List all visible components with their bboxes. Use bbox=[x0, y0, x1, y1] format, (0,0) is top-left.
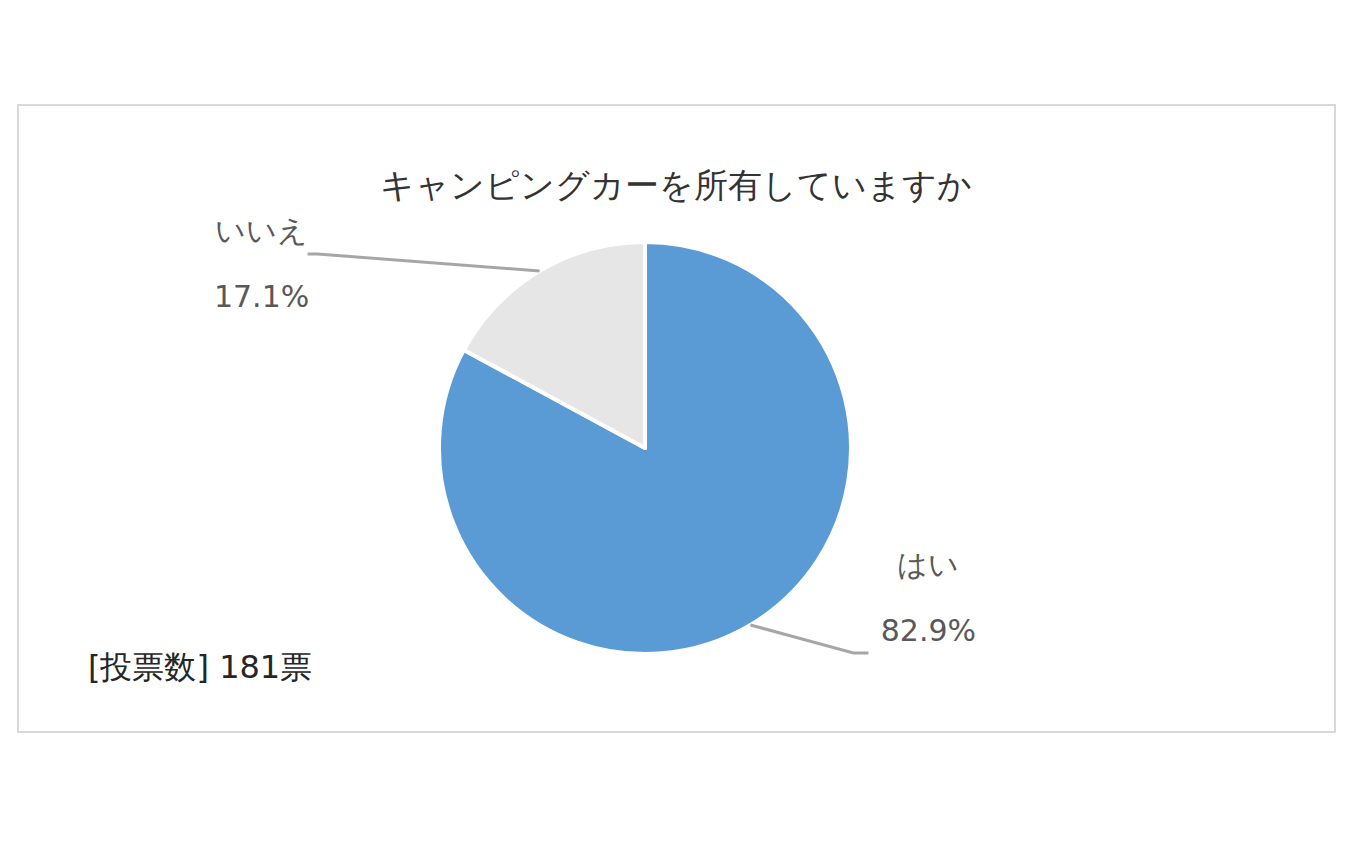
chart: キャンピングカーを所有していますかはい 82.9% いいえ 17.1% [投票数] 18… bbox=[0, 0, 1350, 844]
category-label: はい bbox=[897, 547, 959, 582]
chart-title: キャンピングカーを所有していますか bbox=[380, 165, 972, 205]
chart-frame bbox=[18, 105, 1335, 732]
pie-slice bbox=[464, 242, 645, 448]
leader-line bbox=[750, 625, 868, 653]
pie-slice bbox=[439, 242, 851, 654]
category-label: いいえ bbox=[215, 213, 308, 248]
annotation: [投票数] 181票 bbox=[88, 648, 312, 686]
pie-slices bbox=[439, 242, 851, 654]
leader-line bbox=[308, 254, 540, 271]
data-label: 17.1% bbox=[214, 279, 309, 314]
data-label: 82.9% bbox=[881, 613, 976, 648]
